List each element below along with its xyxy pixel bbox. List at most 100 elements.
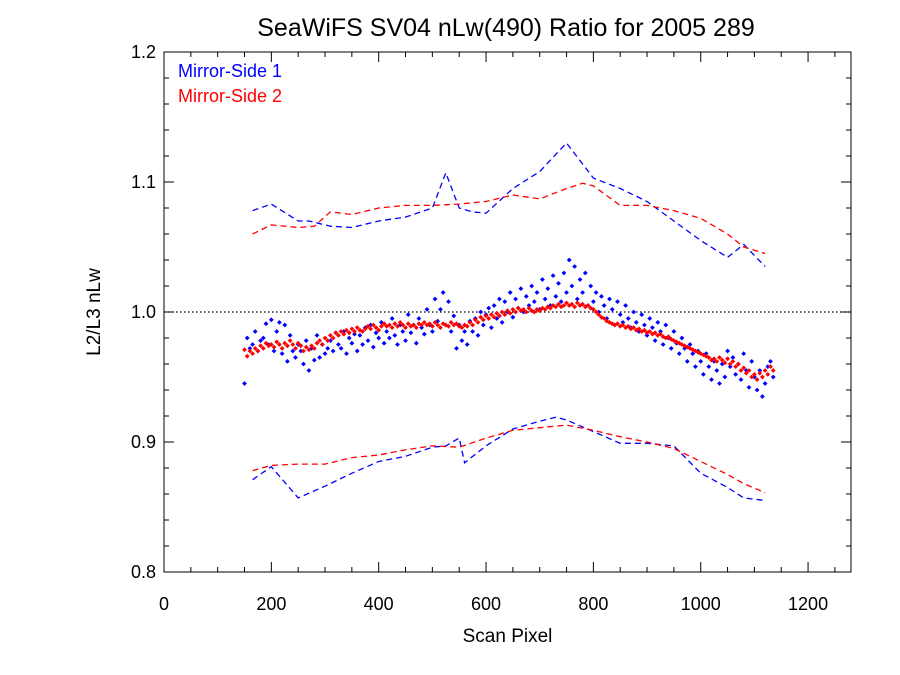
legend: Mirror-Side 1 Mirror-Side 2 <box>178 61 282 106</box>
data-point <box>569 283 575 289</box>
chart-title: SeaWiFS SV04 nLw(490) Ratio for 2005 289 <box>257 14 755 42</box>
data-point <box>459 338 465 343</box>
data-point <box>572 264 577 269</box>
data-point <box>475 320 481 325</box>
data-point <box>711 356 717 362</box>
data-point <box>660 342 666 347</box>
data-point <box>591 299 596 304</box>
data-point <box>706 355 712 360</box>
data-point <box>531 299 537 304</box>
data-point <box>365 323 371 329</box>
data-point <box>295 340 301 346</box>
data-point <box>464 342 470 347</box>
data-point <box>561 303 567 308</box>
data-point <box>644 333 650 338</box>
data-point <box>405 321 411 327</box>
data-point <box>360 342 365 347</box>
data-point <box>384 329 390 334</box>
data-point <box>564 290 569 295</box>
data-point <box>625 323 631 329</box>
data-point <box>387 335 392 341</box>
data-point <box>609 307 615 312</box>
data-point <box>258 338 263 343</box>
data-point <box>666 334 671 340</box>
data-point <box>690 351 696 356</box>
data-point <box>762 368 768 373</box>
data-point <box>749 359 755 364</box>
data-point <box>271 344 277 350</box>
data-point <box>354 325 360 330</box>
data-point <box>550 273 556 278</box>
data-point <box>357 333 363 338</box>
data-point <box>687 342 693 347</box>
data-point <box>349 326 355 332</box>
data-point <box>615 299 620 304</box>
data-point <box>416 316 422 321</box>
data-point <box>470 329 475 334</box>
data-point <box>395 323 400 329</box>
data-point <box>478 309 484 315</box>
data-point <box>349 340 355 346</box>
x-tick-label: 200 <box>256 594 286 614</box>
data-point <box>317 355 322 360</box>
data-point <box>430 323 435 329</box>
data-point <box>271 348 277 354</box>
data-point <box>752 374 757 380</box>
data-point <box>413 340 419 346</box>
data-point <box>263 321 269 327</box>
data-point <box>585 303 591 308</box>
data-point <box>411 322 416 328</box>
data-point <box>467 320 473 325</box>
data-point <box>379 323 384 329</box>
data-point <box>631 309 636 315</box>
y-tick-label: 0.9 <box>131 432 156 452</box>
scatter-series-0 <box>242 257 776 399</box>
data-point <box>577 303 583 308</box>
data-point <box>472 317 478 323</box>
data-point <box>754 387 760 393</box>
data-point <box>435 322 441 328</box>
x-tick-label: 1000 <box>681 594 721 614</box>
data-point <box>328 338 333 343</box>
data-point <box>285 343 290 349</box>
data-point <box>354 348 360 354</box>
axis-ticks: 0 200 400 600 800 1000 1200 0.8 0.9 1.0 1.1 1.2 <box>131 42 851 614</box>
x-tick-label: 400 <box>364 594 394 614</box>
data-point <box>556 301 561 307</box>
data-point <box>403 338 408 343</box>
data-point <box>612 322 618 328</box>
y-tick-label: 1.0 <box>131 302 156 322</box>
data-point <box>596 309 602 315</box>
data-point <box>650 325 655 330</box>
data-point <box>341 331 347 337</box>
data-point <box>247 348 253 354</box>
data-point <box>279 351 285 356</box>
data-point <box>607 296 612 302</box>
data-point <box>293 346 298 351</box>
data-point <box>244 353 250 359</box>
data-point <box>647 329 653 334</box>
data-point <box>760 374 765 380</box>
data-point <box>432 296 438 302</box>
data-point <box>762 381 768 386</box>
data-point <box>574 296 580 302</box>
data-point <box>346 330 352 336</box>
data-point <box>523 294 529 299</box>
data-point <box>633 320 639 325</box>
data-point <box>478 314 484 320</box>
data-point <box>601 303 607 308</box>
data-point <box>714 368 720 373</box>
data-point <box>513 296 518 302</box>
data-point <box>658 329 663 334</box>
data-point <box>301 348 306 354</box>
data-point <box>620 322 626 328</box>
data-point <box>746 368 752 373</box>
scatter-series-1 <box>242 300 776 382</box>
data-point <box>497 313 502 319</box>
dashed-envelope-line <box>252 424 766 494</box>
data-point <box>392 333 398 338</box>
data-point <box>362 326 368 332</box>
data-point <box>389 325 395 330</box>
data-point <box>625 316 631 321</box>
data-point <box>430 329 435 334</box>
